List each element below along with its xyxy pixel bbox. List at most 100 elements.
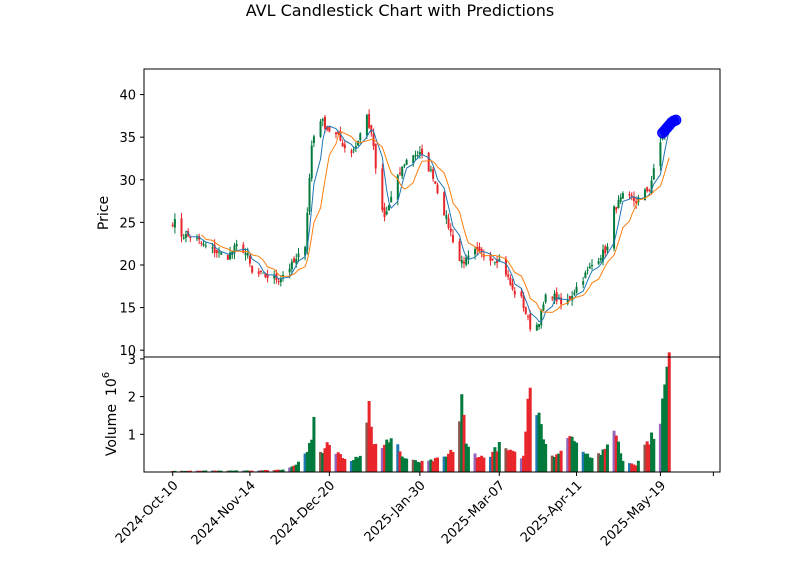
volume-bar xyxy=(305,451,309,472)
volume-bar xyxy=(544,443,548,472)
candle-body xyxy=(171,224,174,227)
volume-bar xyxy=(352,460,356,472)
candle-body xyxy=(248,255,251,264)
volume-bar xyxy=(380,448,384,472)
volume-bar xyxy=(632,464,636,472)
candle-body xyxy=(542,304,545,311)
volume-bar xyxy=(325,442,329,472)
candle-body xyxy=(259,270,262,273)
volume-bar xyxy=(614,435,618,472)
candle-body xyxy=(602,249,605,262)
price-axis-label: Price xyxy=(96,196,112,230)
volume-bar xyxy=(612,430,616,472)
price-tick-label: 10 xyxy=(119,344,136,359)
volume-bar xyxy=(497,442,501,472)
volume-bar xyxy=(230,470,234,472)
candle-body xyxy=(463,261,465,264)
candle-body xyxy=(354,146,357,148)
volume-bar xyxy=(436,457,440,472)
candle-body xyxy=(619,197,622,202)
volume-bar xyxy=(266,470,270,472)
volume-bar xyxy=(219,470,223,472)
candle-body xyxy=(575,286,578,293)
volume-bar xyxy=(257,470,261,472)
candle-body xyxy=(202,243,205,246)
candle-body xyxy=(467,255,470,260)
volume-bars-group xyxy=(171,352,671,472)
candle-body xyxy=(405,159,408,165)
volume-bar xyxy=(182,470,186,472)
candle-body xyxy=(218,251,221,253)
volume-bar xyxy=(663,384,667,472)
candle-body xyxy=(635,201,638,204)
candle-body xyxy=(235,243,238,247)
candle-body xyxy=(339,130,342,141)
candle-body xyxy=(632,196,635,201)
volume-bar xyxy=(616,441,620,472)
volume-bar xyxy=(290,466,294,472)
volume-bar xyxy=(349,460,353,472)
candles-group xyxy=(171,109,671,332)
volume-bar xyxy=(482,457,486,472)
candle-body xyxy=(414,155,417,157)
candle-body xyxy=(646,187,649,192)
volume-bar xyxy=(292,465,296,472)
volume-bar xyxy=(568,436,572,472)
volume-bar xyxy=(480,455,484,472)
volume-bar xyxy=(524,431,528,472)
volume-bar xyxy=(645,441,649,472)
candle-body xyxy=(436,184,439,194)
candle-body xyxy=(295,258,298,264)
candle-body xyxy=(460,260,463,264)
volume-bar xyxy=(341,458,345,472)
candle-body xyxy=(507,274,510,277)
candle-body xyxy=(211,247,214,249)
candle-body xyxy=(310,145,313,179)
volume-bar xyxy=(188,470,192,472)
volume-bar xyxy=(566,437,570,472)
price-tick-label: 35 xyxy=(119,131,136,146)
candle-body xyxy=(571,296,574,301)
volume-bar xyxy=(665,366,669,472)
volume-bar xyxy=(369,426,373,472)
volume-bar xyxy=(303,453,307,472)
volume-bar xyxy=(630,463,634,472)
candle-body xyxy=(498,259,501,261)
candle-body xyxy=(584,272,587,279)
volume-bar xyxy=(358,455,362,472)
candle-body xyxy=(520,291,523,297)
volume-bar xyxy=(495,451,499,472)
volume-bar xyxy=(466,446,470,472)
candle-body xyxy=(621,193,624,199)
candle-body xyxy=(321,119,324,121)
volume-bar xyxy=(197,470,201,472)
candle-body xyxy=(617,200,620,209)
volume-bar xyxy=(504,448,508,472)
candle-body xyxy=(308,177,311,212)
candle-body xyxy=(582,281,585,285)
volume-bar xyxy=(647,444,651,472)
candle-body xyxy=(586,269,589,271)
candle-body xyxy=(387,205,390,211)
candle-body xyxy=(553,293,556,301)
price-tick-label: 20 xyxy=(119,259,136,274)
candle-body xyxy=(465,257,468,265)
sma-long-line xyxy=(201,131,670,313)
price-panel: 10 15 20 25 30 35 40 Price xyxy=(96,68,721,359)
volume-bar xyxy=(405,458,409,472)
volume-bar xyxy=(488,456,492,472)
volume-bar xyxy=(667,352,671,472)
volume-bar xyxy=(210,470,214,472)
candle-body xyxy=(273,275,276,279)
volume-bar xyxy=(541,439,545,472)
volume-bar xyxy=(418,462,422,472)
candle-body xyxy=(200,242,203,244)
volume-bar xyxy=(248,470,252,472)
volume-bar xyxy=(310,439,314,472)
volume-bar xyxy=(365,422,369,472)
volume-bar xyxy=(180,470,184,472)
volume-tick-label: 2 xyxy=(128,391,136,406)
volume-tick-label: 1 xyxy=(128,428,136,443)
candle-body xyxy=(659,142,662,167)
candle-body xyxy=(184,234,187,238)
